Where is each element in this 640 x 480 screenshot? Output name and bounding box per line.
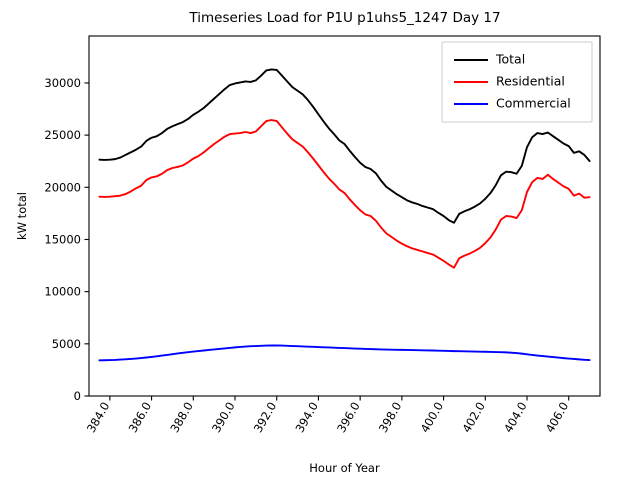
y-tick-label: 10000 [44, 285, 81, 299]
y-tick-label: 30000 [44, 76, 81, 90]
data-series-group [98, 68, 591, 362]
y-tick-labels: 0 5000 10000 15000 20000 25000 30000 [44, 76, 81, 403]
series-line-residential [98, 119, 591, 269]
x-axis-label: Hour of Year [309, 461, 380, 475]
y-tick-label: 25000 [44, 128, 81, 142]
y-tick-label: 5000 [52, 337, 81, 351]
y-tick-label: 20000 [44, 180, 81, 194]
legend-label-total: Total [495, 52, 525, 67]
legend-label-commercial: Commercial [496, 96, 571, 111]
legend-label-residential: Residential [496, 74, 565, 89]
y-tick-label: 15000 [44, 232, 81, 246]
chart-legend: Total Residential Commercial [441, 41, 593, 123]
axes-group [88, 35, 601, 397]
series-line-commercial [98, 344, 591, 362]
chart-title: Timeseries Load for P1U p1uhs5_1247 Day … [188, 10, 500, 26]
series-line-total [98, 68, 591, 224]
y-tick-label: 0 [74, 389, 81, 403]
ticks-group [84, 82, 570, 401]
y-axis-label: kW total [15, 192, 29, 240]
